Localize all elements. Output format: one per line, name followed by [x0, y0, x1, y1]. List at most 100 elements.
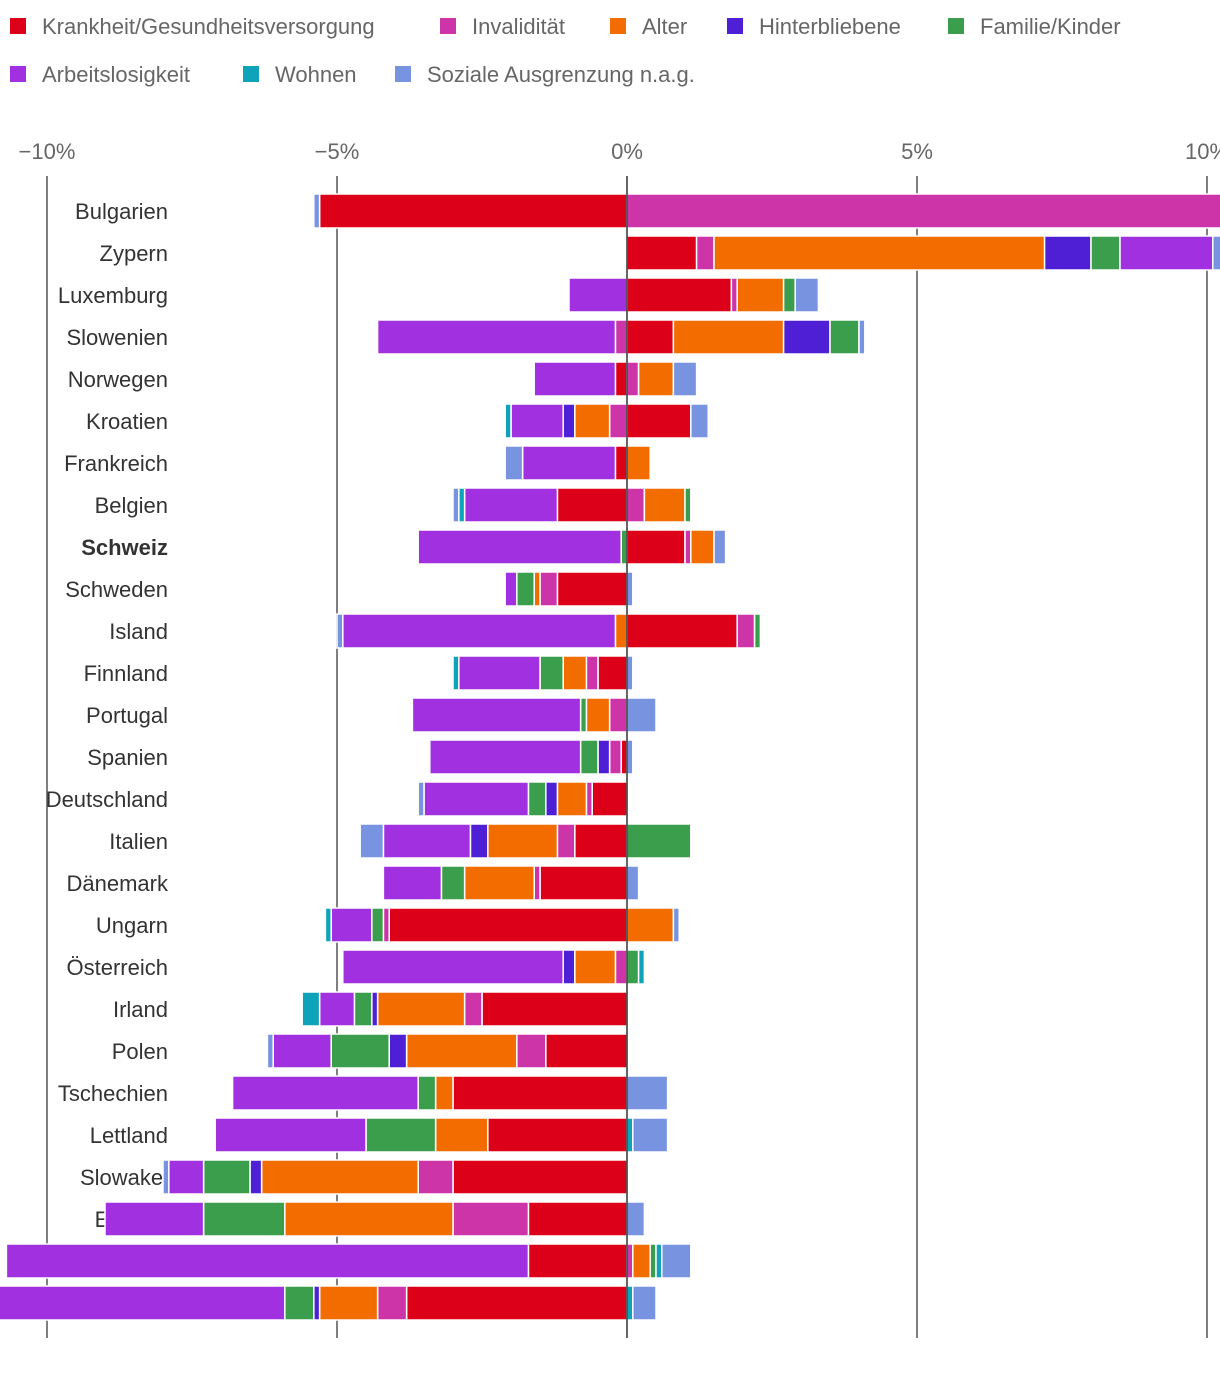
- bar-segment-zypern-krankheit-gesundheitsversorgung: [626, 235, 698, 271]
- bar-segment-zypern-alter: [713, 235, 1046, 271]
- x-tick-label: 10%: [1185, 139, 1220, 164]
- legend-swatch: [948, 18, 964, 34]
- bar-segment-belgien-arbeitslosigkeit: [463, 487, 559, 523]
- bar-segment-finnland-arbeitslosigkeit: [458, 655, 541, 691]
- bar-row-luxemburg: [568, 277, 820, 313]
- bar-segment-litauen-krankheit-gesundheitsversorgung: [405, 1285, 628, 1321]
- bar-segment-kroatien-soziale-ausgrenzung-n-a-g: [690, 403, 709, 439]
- legend-swatch: [727, 18, 743, 34]
- legend-label: Invalidität: [472, 14, 565, 39]
- legend-label: Hinterbliebene: [759, 14, 901, 39]
- x-axis-ticks: −15%−10%−5%0%5%10%15%20%: [19, 139, 1220, 164]
- legend: Krankheit/Gesundheitsversorgung Invalidit…: [10, 14, 1121, 87]
- bar-segment-malta-alter: [632, 1243, 651, 1279]
- bar-segment-portugal-familie-kinder: [579, 697, 588, 733]
- bar-segment-luxemburg-invaliditaet: [730, 277, 738, 313]
- bar-segment-irland-wohnen: [301, 991, 321, 1027]
- bar-segment-island-familie-kinder: [753, 613, 762, 649]
- bar-segment-slowakei-krankheit-gesundheitsversorgung: [452, 1159, 628, 1195]
- x-tick-label: 0%: [611, 139, 643, 164]
- bar-segment-slowenien-invaliditaet: [614, 319, 628, 355]
- bar-segment-daenemark-invaliditaet: [533, 865, 541, 901]
- bar-segment-frankreich-krankheit-gesundheitsversorgung: [614, 445, 628, 481]
- bar-segment-schweiz-invaliditaet: [684, 529, 692, 565]
- bar-segment-island-arbeitslosigkeit: [342, 613, 617, 649]
- bar-segment-irland-familie-kinder: [353, 991, 373, 1027]
- bar-segment-frankreich-alter: [626, 445, 651, 481]
- bar-segment-ungarn-familie-kinder: [371, 907, 385, 943]
- bar-segment-deutschland-invaliditaet: [585, 781, 593, 817]
- bar-segment-belgien-familie-kinder: [684, 487, 692, 523]
- category-label-island: Island: [109, 619, 168, 644]
- bar-segment-oesterreich-wohnen: [637, 949, 646, 985]
- bar-segment-daenemark-krankheit-gesundheitsversorgung: [539, 865, 628, 901]
- category-label-luxemburg: Luxemburg: [58, 283, 168, 308]
- bar-segment-lettland-soziale-ausgrenzung-n-a-g: [632, 1117, 669, 1153]
- category-label-bulgarien: Bulgarien: [75, 199, 168, 224]
- bar-segment-belgien-alter: [643, 487, 686, 523]
- category-label-slowakei: Slowakei: [80, 1165, 168, 1190]
- bar-segment-luxemburg-soziale-ausgrenzung-n-a-g: [794, 277, 820, 313]
- legend-item-invaliditaet: Invalidität: [440, 14, 565, 39]
- bar-segment-deutschland-krankheit-gesundheitsversorgung: [591, 781, 628, 817]
- bar-segment-belgien-wohnen: [458, 487, 466, 523]
- bar-row-polen: [266, 1033, 628, 1069]
- bar-segment-norwegen-arbeitslosigkeit: [533, 361, 617, 397]
- bar-row-norwegen: [533, 361, 698, 397]
- bar-segment-ungarn-krankheit-gesundheitsversorgung: [388, 907, 628, 943]
- bar-row-daenemark: [382, 865, 640, 901]
- bar-row-tschechien: [231, 1075, 669, 1111]
- bar-segment-polen-krankheit-gesundheitsversorgung: [545, 1033, 628, 1069]
- bar-segment-estland-alter: [284, 1201, 454, 1237]
- bar-segment-deutschland-hinterbliebene: [545, 781, 559, 817]
- bar-row-slowakei: [162, 1159, 628, 1195]
- bar-segment-island-invaliditaet: [736, 613, 756, 649]
- bar-segment-litauen-familie-kinder: [284, 1285, 315, 1321]
- bar-segment-schweiz-arbeitslosigkeit: [417, 529, 622, 565]
- bar-segment-estland-familie-kinder: [202, 1201, 286, 1237]
- bar-segment-slowenien-alter: [672, 319, 785, 355]
- bar-segment-schweden-alter: [533, 571, 541, 607]
- category-label-italien: Italien: [109, 829, 168, 854]
- bar-segment-ungarn-arbeitslosigkeit: [330, 907, 373, 943]
- bar-segment-kroatien-arbeitslosigkeit: [510, 403, 564, 439]
- category-label-norwegen: Norwegen: [68, 367, 168, 392]
- bar-segment-estland-krankheit-gesundheitsversorgung: [527, 1201, 628, 1237]
- legend-item-krankheit-gesundheitsversorgung: Krankheit/Gesundheitsversorgung: [10, 14, 375, 39]
- category-labels: Bulgarien Zypern Luxemburg Slowenien Norwege…: [46, 199, 169, 1316]
- legend-swatch: [243, 66, 259, 82]
- bar-segment-deutschland-familie-kinder: [527, 781, 547, 817]
- bar-row-malta: [5, 1243, 692, 1279]
- legend-label: Krankheit/Gesundheitsversorgung: [42, 14, 375, 39]
- bar-segment-finnland-wohnen: [452, 655, 460, 691]
- bar-segment-spanien-soziale-ausgrenzung-n-a-g: [626, 739, 634, 775]
- bar-segment-frankreich-soziale-ausgrenzung-n-a-g: [504, 445, 524, 481]
- bar-row-spanien: [429, 739, 634, 775]
- legend-item-familie-kinder: Familie/Kinder: [948, 14, 1121, 39]
- legend-label: Soziale Ausgrenzung n.a.g.: [427, 62, 695, 87]
- bar-segment-zypern-familie-kinder: [1090, 235, 1121, 271]
- bar-segment-slowenien-soziale-ausgrenzung-n-a-g: [858, 319, 866, 355]
- bar-segment-belgien-invaliditaet: [626, 487, 646, 523]
- category-label-schweiz: Schweiz: [81, 535, 168, 560]
- bar-segment-kroatien-hinterbliebene: [562, 403, 576, 439]
- bar-segment-ungarn-invaliditaet: [382, 907, 390, 943]
- bar-row-slowenien: [376, 319, 866, 355]
- bar-segment-litauen-hinterbliebene: [313, 1285, 321, 1321]
- bar-segment-norwegen-soziale-ausgrenzung-n-a-g: [672, 361, 698, 397]
- bar-segment-polen-soziale-ausgrenzung-n-a-g: [266, 1033, 274, 1069]
- bar-segment-polen-arbeitslosigkeit: [272, 1033, 332, 1069]
- category-label-irland: Irland: [113, 997, 168, 1022]
- bar-segment-ungarn-wohnen: [324, 907, 332, 943]
- bar-row-island: [336, 613, 762, 649]
- bar-segment-tschechien-alter: [434, 1075, 454, 1111]
- category-label-daenemark: Dänemark: [67, 871, 169, 896]
- bar-row-ungarn: [324, 907, 680, 943]
- bar-segment-deutschland-arbeitslosigkeit: [423, 781, 530, 817]
- bar-segment-bulgarien-soziale-ausgrenzung-n-a-g: [313, 193, 321, 229]
- legend-item-hinterbliebene: Hinterbliebene: [727, 14, 901, 39]
- bar-segment-estland-arbeitslosigkeit: [104, 1201, 205, 1237]
- category-label-belgien: Belgien: [95, 493, 168, 518]
- bar-row-estland: [104, 1201, 646, 1237]
- legend-swatch: [10, 18, 26, 34]
